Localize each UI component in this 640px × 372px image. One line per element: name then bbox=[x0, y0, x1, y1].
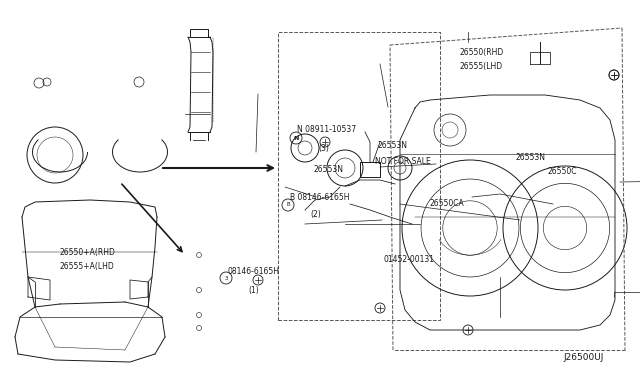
Text: 26553N: 26553N bbox=[313, 166, 343, 174]
Text: 26550CA: 26550CA bbox=[430, 199, 465, 208]
Text: N 08911-10537: N 08911-10537 bbox=[297, 125, 356, 135]
Text: 01452-00131: 01452-00131 bbox=[384, 256, 435, 264]
Text: 26553N: 26553N bbox=[516, 154, 546, 163]
Text: 26550C: 26550C bbox=[548, 167, 577, 176]
Text: B: B bbox=[286, 202, 290, 208]
Text: 26550(RHD: 26550(RHD bbox=[460, 48, 504, 57]
Text: (3): (3) bbox=[318, 144, 329, 153]
Text: 26550+A(RHD: 26550+A(RHD bbox=[60, 247, 116, 257]
Text: B 08146-6165H: B 08146-6165H bbox=[290, 192, 349, 202]
Text: N: N bbox=[293, 135, 299, 141]
Text: (2): (2) bbox=[310, 211, 321, 219]
Text: 26553N: 26553N bbox=[378, 141, 408, 150]
Text: NOT FOR SALE: NOT FOR SALE bbox=[375, 157, 431, 167]
Text: 26555(LHD: 26555(LHD bbox=[460, 62, 503, 71]
Text: 3: 3 bbox=[224, 276, 228, 280]
Text: 08146-6165H: 08146-6165H bbox=[228, 267, 280, 276]
Text: J26500UJ: J26500UJ bbox=[563, 353, 604, 362]
Text: 26555+A(LHD: 26555+A(LHD bbox=[60, 262, 115, 270]
Text: (1): (1) bbox=[248, 285, 259, 295]
